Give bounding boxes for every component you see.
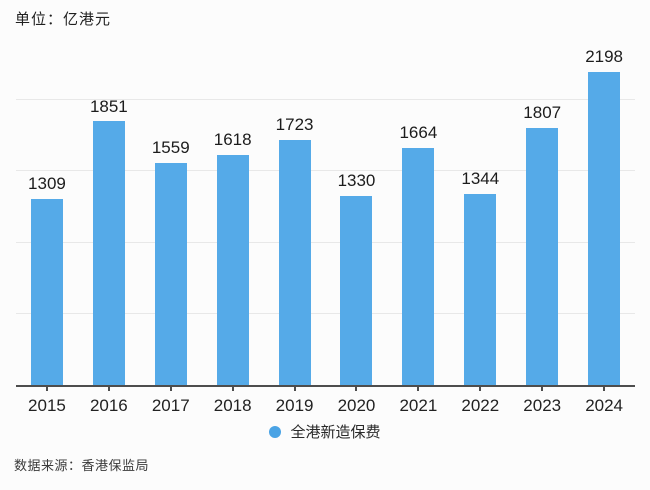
x-axis-cell: 2016 <box>78 387 140 416</box>
bar-value-label: 1330 <box>337 170 376 190</box>
bar <box>588 72 621 385</box>
bar <box>340 195 373 385</box>
x-axis-label: 2023 <box>523 396 562 415</box>
x-axis-cell: 2022 <box>449 387 511 416</box>
x-axis-label: 2017 <box>151 396 190 415</box>
axis-tick <box>169 387 172 391</box>
bar-value-label: 1664 <box>399 123 438 143</box>
bar-group: 2198 <box>573 29 635 385</box>
x-axis-label: 2022 <box>461 396 500 415</box>
x-axis-label: 2021 <box>399 396 438 415</box>
bar-value-label: 1618 <box>213 129 252 149</box>
axis-tick <box>107 387 110 391</box>
x-axis-label: 2015 <box>28 396 66 415</box>
legend-marker-icon <box>269 425 282 438</box>
unit-label: 单位：亿港元 <box>15 11 112 28</box>
bar-value-label: 1851 <box>89 96 128 116</box>
bar-value-label: 1559 <box>151 138 190 158</box>
axis-tick <box>479 387 482 391</box>
bar <box>30 198 63 385</box>
bar-group: 1851 <box>78 29 140 385</box>
x-axis-labels: 2015 2016 2017 2018 2019 2020 2021 2022 2023 2024 <box>16 387 635 416</box>
bar <box>526 127 559 385</box>
legend: 全港新造保费 <box>0 421 650 442</box>
x-axis-cell: 2023 <box>511 387 573 416</box>
bar-value-label: 1723 <box>275 114 314 134</box>
bar-group: 1618 <box>202 29 264 385</box>
bar-value-label: 2198 <box>585 47 624 67</box>
axis-tick <box>355 387 358 391</box>
bar-group: 1309 <box>16 29 78 385</box>
x-axis-label: 2016 <box>89 396 128 415</box>
source-label: 数据来源：香港保监局 <box>14 458 150 473</box>
axis-tick <box>541 387 544 391</box>
bar <box>216 154 249 385</box>
x-axis-cell: 2017 <box>140 387 202 416</box>
bar <box>92 121 125 385</box>
bar-group: 1559 <box>140 29 202 385</box>
x-axis-cell: 2024 <box>573 387 635 416</box>
bar <box>464 193 497 385</box>
bar-value-label: 1309 <box>28 173 66 193</box>
axis-tick <box>231 387 234 391</box>
bar <box>278 139 311 385</box>
axis-tick <box>293 387 296 391</box>
bar <box>402 148 435 385</box>
bar-group: 1723 <box>264 29 326 385</box>
axis-tick <box>417 387 420 391</box>
x-axis-cell: 2018 <box>202 387 264 416</box>
legend-label: 全港新造保费 <box>290 424 381 441</box>
bar-group: 1330 <box>326 29 388 385</box>
x-axis-label: 2024 <box>585 396 624 415</box>
x-axis-cell: 2020 <box>326 387 388 416</box>
gridline <box>16 312 635 314</box>
axis-tick <box>603 387 606 391</box>
bars-row: 1309 1851 1559 1618 1723 1330 1664 1344 1807 2198 <box>16 29 635 385</box>
axis-tick <box>45 387 48 391</box>
x-axis-cell: 2019 <box>264 387 326 416</box>
plot-area: 1309 1851 1559 1618 1723 1330 1664 1344 1807 2198 <box>16 29 635 387</box>
bar-value-label: 1344 <box>461 168 500 188</box>
x-axis-cell: 2021 <box>387 387 449 416</box>
bar-group: 1344 <box>449 29 511 385</box>
bar-value-label: 1807 <box>523 103 562 122</box>
gridline <box>16 241 635 243</box>
x-axis-label: 2020 <box>337 396 376 415</box>
x-axis-label: 2019 <box>275 396 314 415</box>
x-axis-label: 2018 <box>213 396 252 415</box>
x-axis-cell: 2015 <box>16 387 78 416</box>
gridline <box>16 170 635 172</box>
bar <box>154 163 187 385</box>
gridline <box>16 99 635 101</box>
bar-group: 1807 <box>511 29 573 385</box>
bar-group: 1664 <box>387 29 449 385</box>
